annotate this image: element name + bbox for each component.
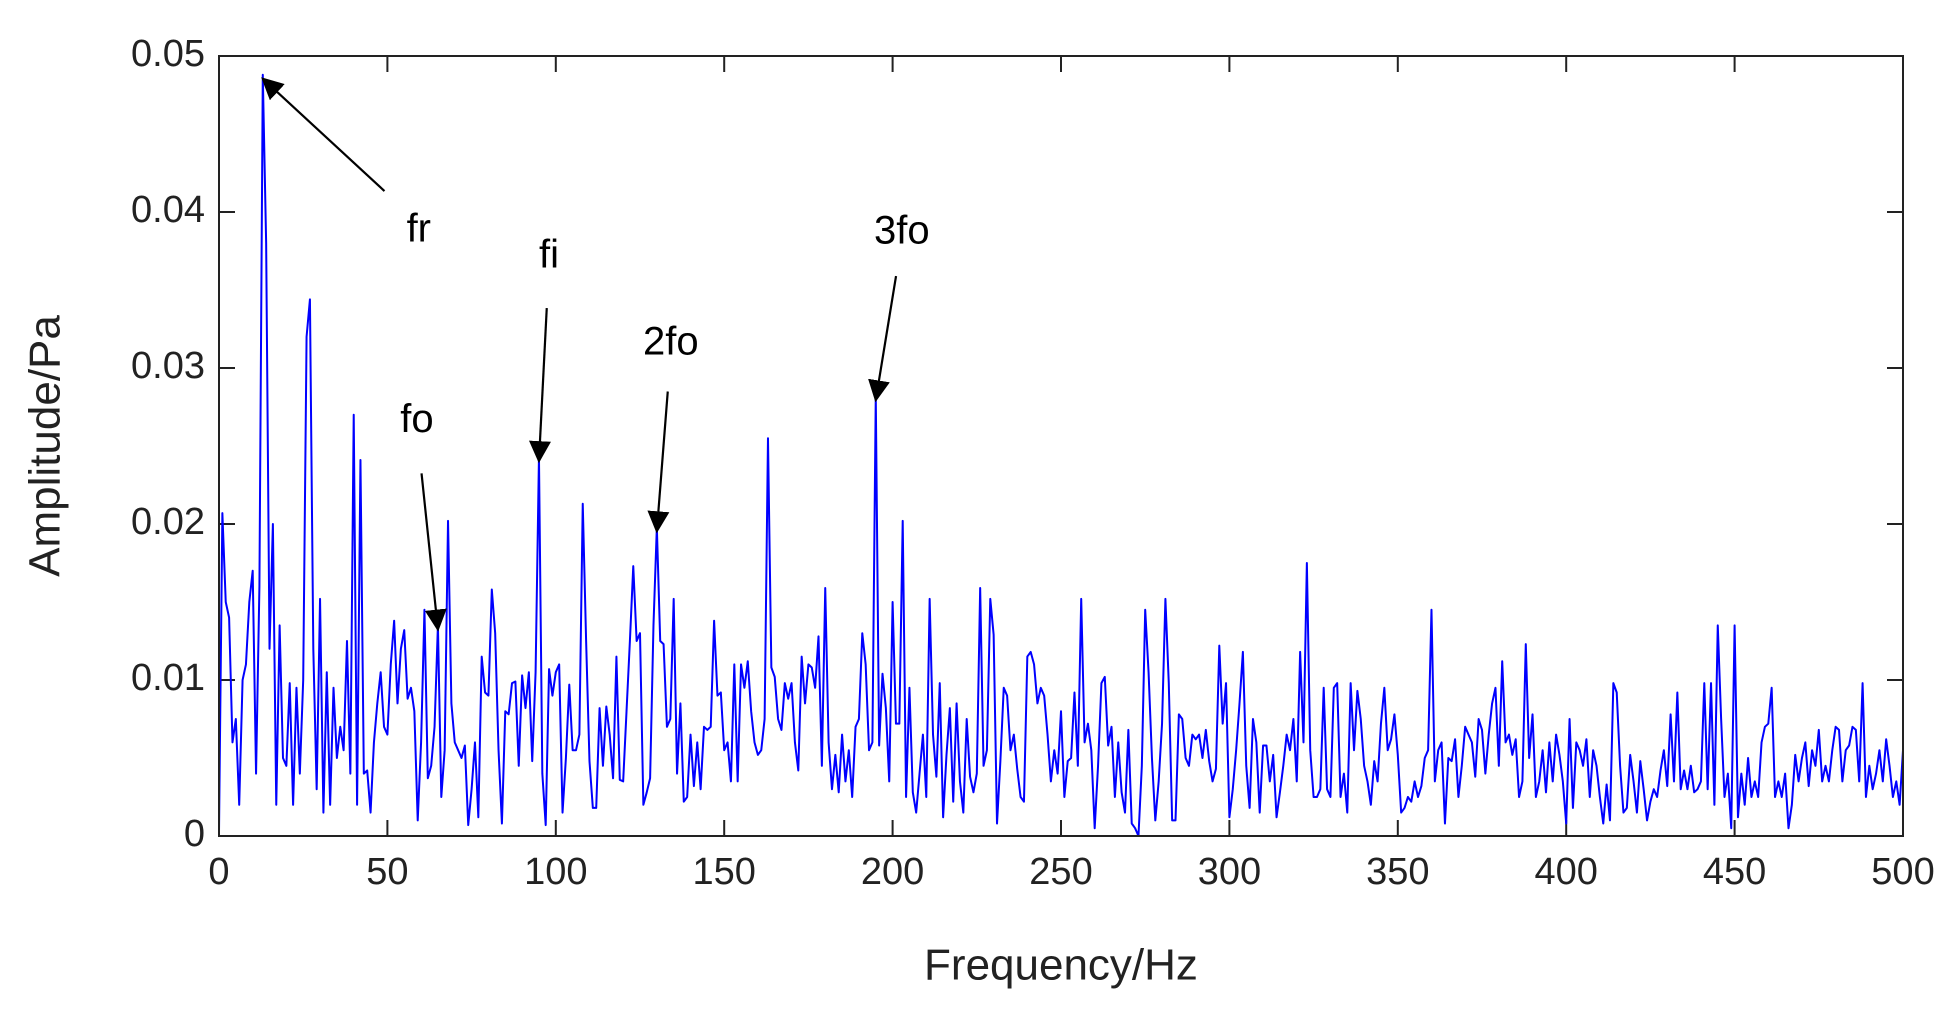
x-tick-label: 100 bbox=[524, 851, 587, 893]
y-tick-label: 0.04 bbox=[131, 189, 205, 231]
x-tick-label: 500 bbox=[1871, 851, 1934, 893]
annotation-arrow bbox=[528, 307, 551, 464]
x-tick-label: 300 bbox=[1198, 851, 1261, 893]
y-tick-label: 0.01 bbox=[131, 657, 205, 699]
x-tick-label: 250 bbox=[1029, 851, 1092, 893]
annotation-label: fi bbox=[539, 232, 559, 276]
y-tick-label: 0.05 bbox=[131, 33, 205, 75]
y-tick-label: 0 bbox=[184, 813, 205, 855]
y-axis-label: Amplitude/Pa bbox=[21, 315, 70, 577]
x-tick-label: 50 bbox=[366, 851, 408, 893]
plot-frame bbox=[218, 55, 1904, 837]
annotation-arrow bbox=[868, 275, 898, 403]
y-tick-label: 0.03 bbox=[131, 345, 205, 387]
x-tick-label: 200 bbox=[861, 851, 924, 893]
y-tick-label: 0.02 bbox=[131, 501, 205, 543]
annotation-label: 2fo bbox=[643, 320, 699, 364]
spectrum-line bbox=[218, 73, 1904, 837]
annotation-arrow bbox=[647, 391, 670, 534]
x-tick-label: 450 bbox=[1703, 851, 1766, 893]
x-tick-label: 150 bbox=[692, 851, 755, 893]
x-tick-label: 350 bbox=[1366, 851, 1429, 893]
annotation-arrow bbox=[261, 77, 386, 192]
x-tick-label: 400 bbox=[1534, 851, 1597, 893]
x-tick-label: 0 bbox=[208, 851, 229, 893]
annotation-arrow bbox=[420, 473, 447, 632]
annotation-label: 3fo bbox=[874, 209, 930, 253]
annotation-label: fo bbox=[400, 397, 433, 441]
annotation-label: fr bbox=[407, 206, 431, 250]
x-axis-label: Frequency/Hz bbox=[924, 941, 1198, 990]
